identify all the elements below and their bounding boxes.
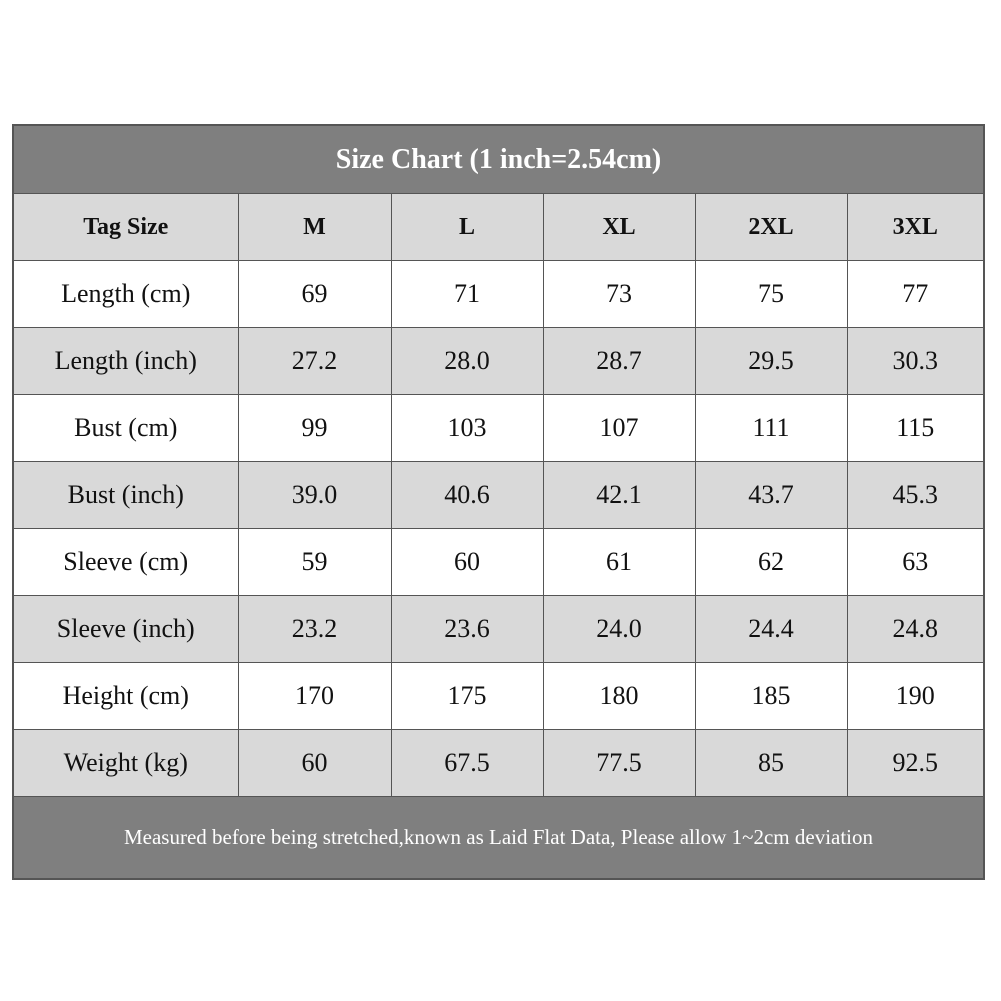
header-cell: 3XL — [846, 193, 985, 261]
header-row: Tag Size M L XL 2XL 3XL — [12, 193, 985, 261]
cell: 111 — [694, 394, 848, 462]
cell: 92.5 — [846, 729, 985, 797]
row-label: Weight (kg) — [12, 729, 239, 797]
row-label: Sleeve (cm) — [12, 528, 239, 596]
cell: 63 — [846, 528, 985, 596]
cell: 59 — [237, 528, 392, 596]
cell: 45.3 — [846, 461, 985, 529]
cell: 77.5 — [542, 729, 696, 797]
header-cell: L — [390, 193, 544, 261]
cell: 115 — [846, 394, 985, 462]
header-cell: 2XL — [694, 193, 848, 261]
cell: 60 — [237, 729, 392, 797]
cell: 24.8 — [846, 595, 985, 663]
cell: 60 — [390, 528, 544, 596]
data-row: Sleeve (cm) 59 60 61 62 63 — [12, 528, 985, 596]
cell: 23.2 — [237, 595, 392, 663]
row-label: Bust (cm) — [12, 394, 239, 462]
data-row: Height (cm) 170 175 180 185 190 — [12, 662, 985, 730]
title-row: Size Chart (1 inch=2.54cm) — [12, 124, 985, 194]
data-row: Length (cm) 69 71 73 75 77 — [12, 260, 985, 328]
cell: 42.1 — [542, 461, 696, 529]
cell: 28.0 — [390, 327, 544, 395]
cell: 62 — [694, 528, 848, 596]
table-body: Size Chart (1 inch=2.54cm) Tag Size M L XL 2… — [12, 124, 985, 880]
cell: 39.0 — [237, 461, 392, 529]
cell: 77 — [846, 260, 985, 328]
row-label: Bust (inch) — [12, 461, 239, 529]
cell: 30.3 — [846, 327, 985, 395]
header-cell: M — [237, 193, 392, 261]
cell: 99 — [237, 394, 392, 462]
cell: 85 — [694, 729, 848, 797]
row-label: Sleeve (inch) — [12, 595, 239, 663]
cell: 180 — [542, 662, 696, 730]
cell: 40.6 — [390, 461, 544, 529]
row-label: Length (cm) — [12, 260, 239, 328]
cell: 27.2 — [237, 327, 392, 395]
data-row: Sleeve (inch) 23.2 23.6 24.0 24.4 24.8 — [12, 595, 985, 663]
cell: 75 — [694, 260, 848, 328]
data-row: Bust (inch) 39.0 40.6 42.1 43.7 45.3 — [12, 461, 985, 529]
row-label: Height (cm) — [12, 662, 239, 730]
size-chart-table: Size Chart (1 inch=2.54cm) Tag Size M L XL 2… — [12, 124, 985, 880]
cell: 24.4 — [694, 595, 848, 663]
row-label: Length (inch) — [12, 327, 239, 395]
footer-row: Measured before being stretched,known as… — [12, 796, 985, 880]
cell: 71 — [390, 260, 544, 328]
cell: 43.7 — [694, 461, 848, 529]
cell: 23.6 — [390, 595, 544, 663]
cell: 24.0 — [542, 595, 696, 663]
footer-note: Measured before being stretched,known as… — [12, 796, 985, 880]
table-title: Size Chart (1 inch=2.54cm) — [12, 124, 985, 194]
cell: 107 — [542, 394, 696, 462]
cell: 61 — [542, 528, 696, 596]
cell: 67.5 — [390, 729, 544, 797]
header-cell: XL — [542, 193, 696, 261]
cell: 28.7 — [542, 327, 696, 395]
data-row: Bust (cm) 99 103 107 111 115 — [12, 394, 985, 462]
cell: 69 — [237, 260, 392, 328]
cell: 175 — [390, 662, 544, 730]
cell: 170 — [237, 662, 392, 730]
cell: 29.5 — [694, 327, 848, 395]
cell: 73 — [542, 260, 696, 328]
cell: 103 — [390, 394, 544, 462]
cell: 190 — [846, 662, 985, 730]
header-cell: Tag Size — [12, 193, 239, 261]
data-row: Length (inch) 27.2 28.0 28.7 29.5 30.3 — [12, 327, 985, 395]
cell: 185 — [694, 662, 848, 730]
data-row: Weight (kg) 60 67.5 77.5 85 92.5 — [12, 729, 985, 797]
